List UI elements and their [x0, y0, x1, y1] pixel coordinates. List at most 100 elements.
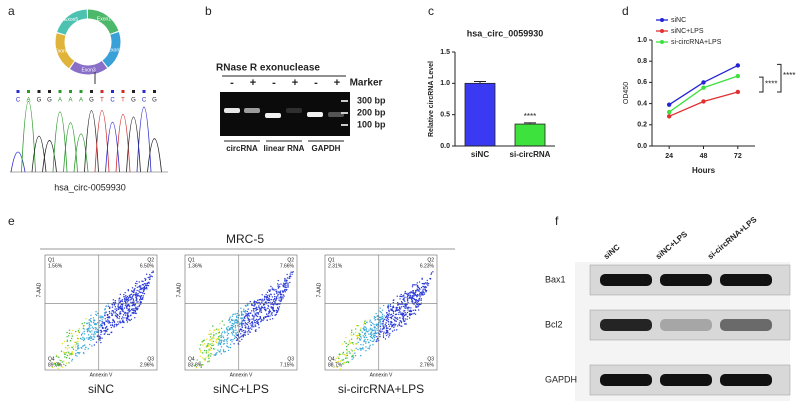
event-dot	[269, 318, 271, 320]
event-dot	[404, 307, 406, 309]
base-dot	[153, 90, 156, 93]
event-dot	[263, 308, 266, 311]
event-dot	[127, 290, 130, 292]
event-dot	[133, 291, 135, 293]
event-dot	[257, 318, 260, 321]
event-dot	[95, 341, 98, 343]
event-dot	[364, 326, 367, 328]
event-dot	[375, 340, 377, 343]
event-dot	[344, 362, 346, 364]
event-dot	[218, 331, 221, 333]
axis-label: 7-AAD	[176, 282, 182, 297]
event-dot	[395, 306, 398, 309]
event-dot	[372, 336, 375, 338]
event-dot	[243, 332, 245, 334]
ladder-band	[341, 124, 348, 126]
base-dot	[132, 90, 135, 93]
event-dot	[202, 363, 204, 366]
event-dot	[383, 327, 385, 330]
event-dot	[353, 349, 356, 352]
event-dot	[385, 319, 388, 321]
event-dot	[104, 309, 106, 311]
event-dot	[238, 323, 241, 326]
event-dot	[416, 306, 419, 308]
event-dot	[236, 331, 239, 334]
event-dot	[208, 333, 210, 335]
panel-label: d	[622, 4, 629, 18]
event-dot	[387, 316, 389, 318]
event-dot	[247, 327, 249, 330]
event-dot	[392, 305, 395, 307]
event-dot	[373, 316, 376, 318]
axis-label: Annexin V	[90, 372, 113, 378]
event-dot	[345, 345, 348, 348]
event-dot	[135, 299, 137, 301]
event-dot	[232, 328, 234, 331]
event-dot	[425, 290, 428, 292]
event-dot	[101, 337, 103, 339]
event-dot	[90, 337, 92, 339]
event-dot	[390, 323, 392, 326]
event-dot	[121, 316, 124, 318]
event-dot	[122, 311, 125, 313]
event-dot	[264, 316, 266, 318]
event-dot	[269, 289, 271, 291]
event-dot	[415, 284, 417, 286]
exon-label: Exon3	[81, 67, 95, 73]
event-dot	[422, 294, 424, 296]
event-dot	[261, 298, 263, 300]
event-dot	[203, 349, 206, 352]
event-dot	[53, 362, 55, 364]
event-dot	[274, 301, 276, 304]
event-dot	[117, 321, 119, 323]
event-dot	[260, 309, 262, 311]
event-dot	[410, 310, 413, 312]
event-dot	[142, 295, 145, 297]
event-dot	[99, 315, 101, 317]
event-dot	[115, 312, 117, 315]
event-dot	[201, 357, 203, 359]
event-dot	[57, 362, 59, 364]
event-dot	[106, 330, 108, 332]
event-dot	[376, 328, 378, 330]
event-dot	[344, 341, 346, 343]
event-dot	[139, 303, 142, 305]
event-dot	[71, 358, 74, 361]
legend-marker	[660, 40, 664, 44]
legend-marker	[660, 18, 664, 22]
lane-label: linear RNA	[264, 144, 305, 153]
event-dot	[135, 306, 137, 309]
event-dot	[92, 317, 95, 319]
event-dot	[58, 363, 60, 365]
event-dot	[374, 331, 377, 333]
event-dot	[262, 319, 264, 322]
event-dot	[233, 321, 236, 323]
event-dot	[261, 294, 263, 296]
event-dot	[403, 299, 405, 302]
event-dot	[414, 294, 417, 296]
event-dot	[141, 298, 143, 301]
event-dot	[114, 323, 116, 326]
band	[265, 113, 281, 118]
event-dot	[278, 297, 280, 299]
event-dot	[378, 319, 381, 321]
event-dot	[66, 331, 68, 334]
event-dot	[278, 306, 281, 308]
event-dot	[199, 344, 202, 346]
event-dot	[65, 362, 68, 364]
event-dot	[237, 314, 239, 317]
event-dot	[200, 366, 202, 369]
event-dot	[389, 314, 391, 316]
event-dot	[242, 314, 245, 316]
event-dot	[386, 317, 389, 319]
event-dot	[83, 337, 85, 339]
event-dot	[118, 297, 121, 299]
event-dot	[355, 334, 357, 337]
event-dot	[132, 303, 135, 306]
event-dot	[407, 298, 409, 300]
event-dot	[360, 327, 362, 329]
event-dot	[123, 296, 125, 298]
event-dot	[61, 361, 64, 363]
event-dot	[260, 308, 262, 310]
event-dot	[385, 331, 388, 333]
